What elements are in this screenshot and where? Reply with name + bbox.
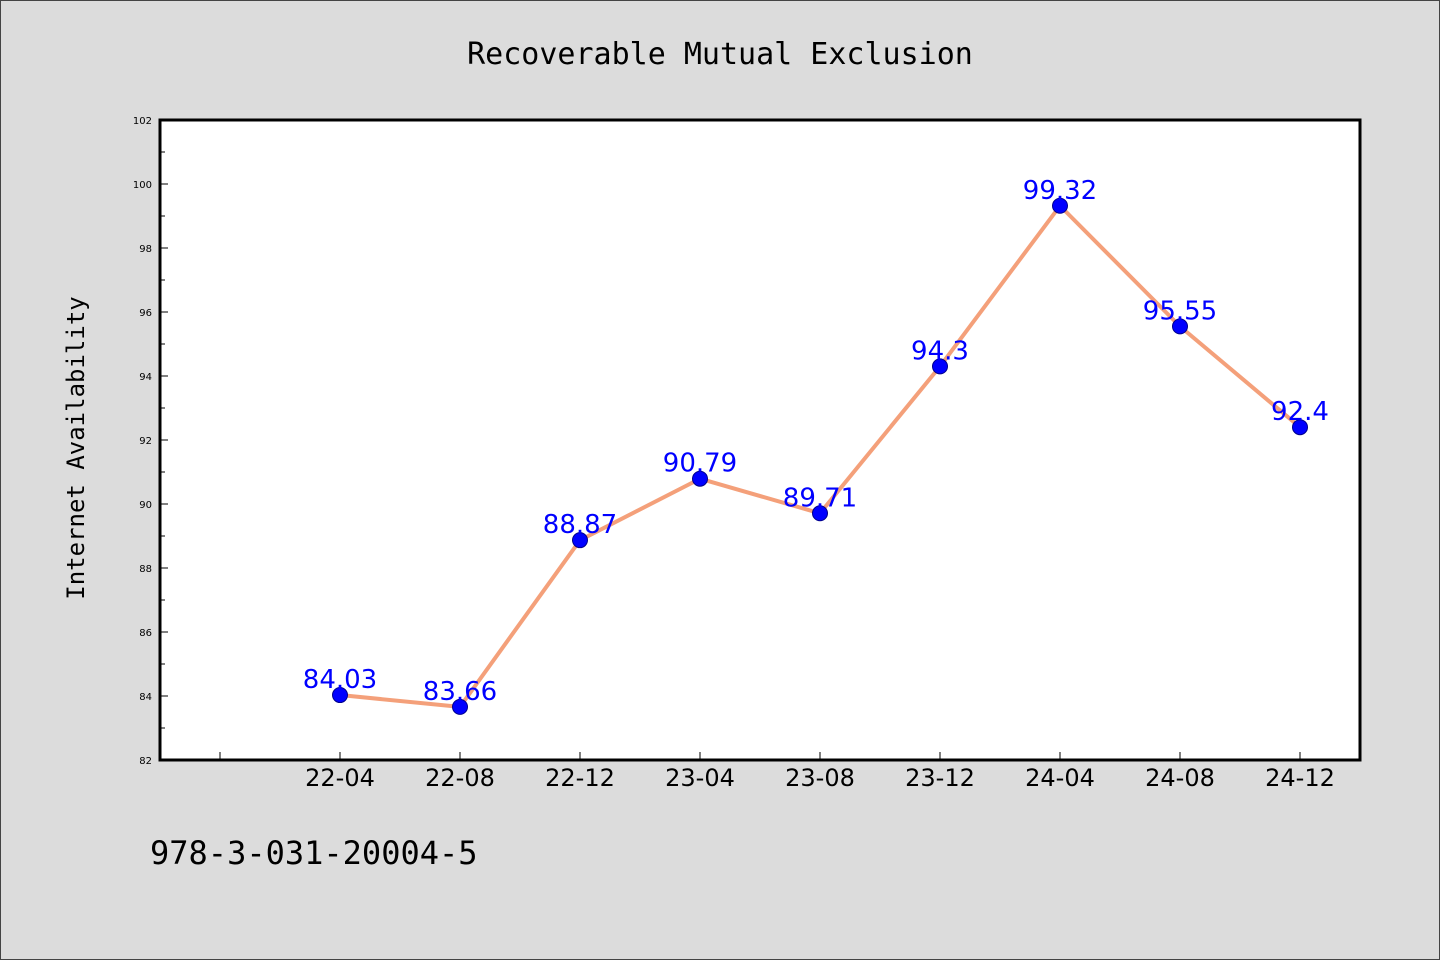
y-tick-label: 88 bbox=[139, 564, 152, 575]
y-tick-label: 98 bbox=[139, 244, 152, 255]
data-label: 94.3 bbox=[911, 336, 969, 366]
y-tick-label: 84 bbox=[139, 692, 152, 703]
data-label: 83.66 bbox=[423, 677, 497, 707]
data-label: 99.32 bbox=[1023, 176, 1097, 206]
data-label: 84.03 bbox=[303, 665, 377, 695]
data-point bbox=[692, 470, 708, 487]
x-tick-label: 23-12 bbox=[905, 764, 975, 792]
y-tick-label: 102 bbox=[133, 116, 152, 127]
axes-layer: 82 84 86 88 90 92 94 96 98 100 102 22-04 22-08 22-12 2… bbox=[133, 116, 1335, 792]
y-tick-label: 94 bbox=[139, 372, 152, 383]
data-labels-layer: 84.03 83.66 88.87 90.79 89.71 94.3 99.32 95.55 9… bbox=[303, 176, 1329, 707]
x-tick-label: 23-08 bbox=[785, 764, 855, 792]
y-tick-label: 86 bbox=[139, 628, 152, 639]
data-point bbox=[452, 698, 468, 715]
data-point bbox=[1172, 318, 1188, 335]
y-tick-label: 92 bbox=[139, 436, 152, 447]
data-point bbox=[932, 358, 948, 375]
plot-area bbox=[158, 118, 1362, 762]
data-label: 92.4 bbox=[1271, 397, 1329, 427]
y-tick-label: 100 bbox=[133, 180, 152, 191]
x-tick-label: 22-12 bbox=[545, 764, 615, 792]
data-label: 89.71 bbox=[783, 483, 857, 513]
data-label: 88.87 bbox=[543, 510, 617, 540]
series-layer bbox=[332, 197, 1308, 715]
x-tick-label: 24-08 bbox=[1145, 764, 1215, 792]
chart-title: Recoverable Mutual Exclusion bbox=[467, 37, 973, 72]
y-tick-label: 90 bbox=[139, 500, 152, 511]
y-axis-label: Internet Availability bbox=[62, 296, 90, 599]
x-tick-label: 24-12 bbox=[1265, 764, 1335, 792]
data-point bbox=[1292, 419, 1308, 436]
data-label: 90.79 bbox=[663, 449, 737, 479]
data-point bbox=[812, 505, 828, 522]
y-tick-label: 96 bbox=[139, 308, 152, 319]
x-tick-label: 22-08 bbox=[425, 764, 495, 792]
data-point bbox=[1052, 197, 1068, 214]
x-tick-label: 23-04 bbox=[665, 764, 735, 792]
footer-identifier: 978-3-031-20004-5 bbox=[150, 834, 478, 872]
x-tick-label: 24-04 bbox=[1025, 764, 1095, 792]
data-point bbox=[332, 687, 348, 704]
data-label: 95.55 bbox=[1143, 296, 1217, 326]
x-tick-label: 22-04 bbox=[305, 764, 375, 792]
y-tick-label: 82 bbox=[139, 756, 152, 767]
data-point bbox=[572, 532, 588, 549]
